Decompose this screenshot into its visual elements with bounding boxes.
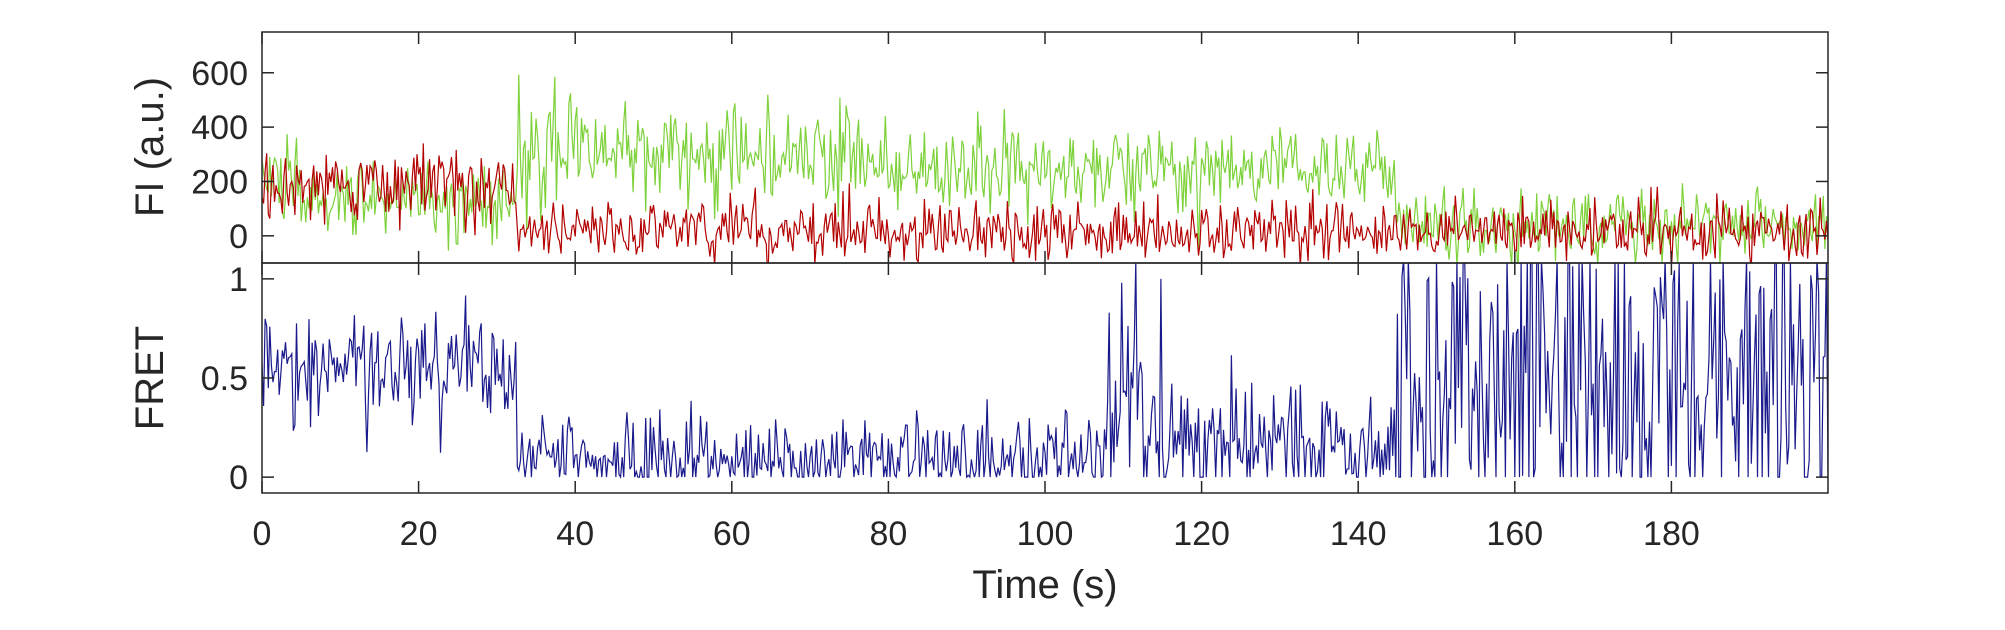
fret-series-0-line xyxy=(262,263,1828,479)
x-axis-label: Time (s) xyxy=(972,563,1117,607)
x-tick-label: 60 xyxy=(713,515,751,553)
x-tick-label: 0 xyxy=(253,515,272,553)
x-tick-label: 80 xyxy=(869,515,907,553)
x-tick-label: 160 xyxy=(1486,515,1543,553)
x-tick-label: 100 xyxy=(1017,515,1074,553)
x-tick-label: 180 xyxy=(1643,515,1700,553)
intensity-y-axis-label: FI (a.u.) xyxy=(128,77,172,217)
intensity-series-0-line xyxy=(262,74,1828,263)
fret-y-axis-label: FRET xyxy=(128,326,172,430)
fret-panel: 00.51 FRET xyxy=(128,261,1829,497)
fret-y-tick-label: 0 xyxy=(229,459,248,497)
x-tick-label: 20 xyxy=(400,515,438,553)
x-axis-ticks: 0 20 40 60 80 100 120 140 160 180 xyxy=(253,32,1700,553)
intensity-y-tick-label: 200 xyxy=(191,163,248,201)
intensity-traces xyxy=(262,74,1828,263)
intensity-y-tick-label: 0 xyxy=(229,218,248,256)
x-tick-label: 140 xyxy=(1330,515,1387,553)
intensity-y-ticks: 0 200 400 600 xyxy=(191,55,1828,256)
intensity-y-tick-label: 400 xyxy=(191,109,248,147)
fret-y-ticks: 00.51 xyxy=(201,261,1828,497)
fret-traces xyxy=(262,263,1828,479)
fret-y-tick-label: 1 xyxy=(229,261,248,299)
x-tick-label: 120 xyxy=(1173,515,1230,553)
intensity-panel: 0 200 400 600 FI (a.u.) xyxy=(128,31,1829,264)
x-tick-label: 40 xyxy=(556,515,594,553)
intensity-y-tick-label: 600 xyxy=(191,55,248,93)
intensity-series-1-line xyxy=(262,143,1828,263)
fret-y-tick-label: 0.5 xyxy=(201,360,248,398)
